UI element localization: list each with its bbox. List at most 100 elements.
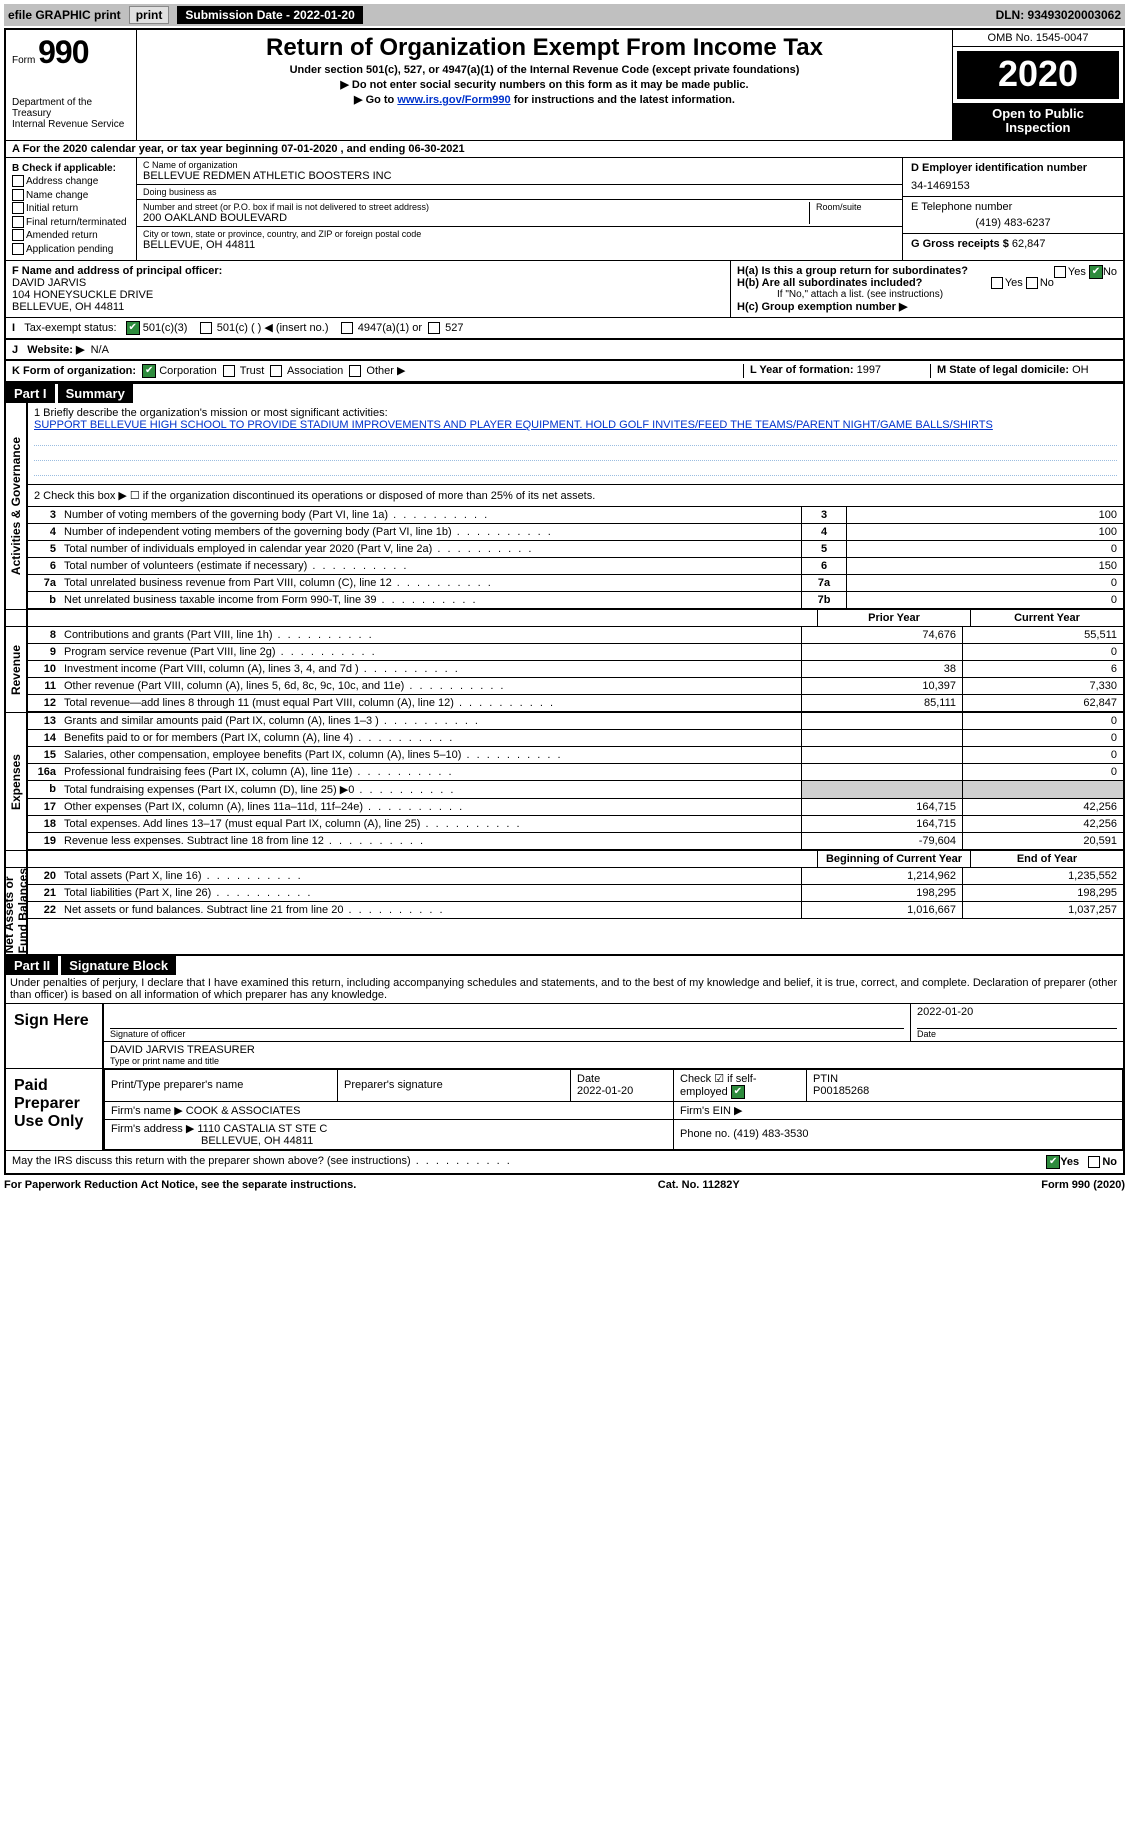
prior-value <box>801 764 962 780</box>
firm-addr2: BELLEVUE, OH 44811 <box>111 1135 313 1147</box>
current-value: 0 <box>962 713 1123 729</box>
current-value: 0 <box>962 747 1123 763</box>
subtitle-1: Under section 501(c), 527, or 4947(a)(1)… <box>141 64 948 76</box>
ha-yes-checkbox[interactable] <box>1054 266 1066 278</box>
firm-phone: (419) 483-3530 <box>733 1128 808 1140</box>
prep-self-emp[interactable]: Check ☑ if self-employed ✔ <box>674 1069 807 1101</box>
row-num: b <box>28 592 60 608</box>
tax-year: 2020 <box>953 47 1123 103</box>
discuss-yes-checkbox[interactable]: ✔ <box>1046 1155 1060 1169</box>
current-value: 198,295 <box>962 885 1123 901</box>
line-j-website: J Website: ▶ N/A <box>6 339 1123 360</box>
paid-preparer-label: Paid Preparer Use Only <box>6 1069 102 1150</box>
k-assoc-checkbox[interactable] <box>270 365 282 377</box>
form-title: Return of Organization Exempt From Incom… <box>141 34 948 62</box>
table-row: 10Investment income (Part VIII, column (… <box>28 661 1123 678</box>
open-to-public: Open to Public Inspection <box>953 103 1123 140</box>
row-text: Other expenses (Part IX, column (A), lin… <box>60 799 801 815</box>
row-text: Number of voting members of the governin… <box>60 507 801 523</box>
f-officer: F Name and address of principal officer:… <box>6 261 731 317</box>
current-value: 1,037,257 <box>962 902 1123 918</box>
i-501c-checkbox[interactable] <box>200 322 212 334</box>
signature-of-officer-label: Signature of officer <box>110 1029 904 1039</box>
row-ref: 7a <box>801 575 846 591</box>
page-footer: For Paperwork Reduction Act Notice, see … <box>4 1175 1125 1191</box>
table-row: bTotal fundraising expenses (Part IX, co… <box>28 781 1123 799</box>
k-corp-checkbox[interactable]: ✔ <box>142 364 156 378</box>
m-state-value: OH <box>1072 364 1089 376</box>
expenses-group: Expenses 13Grants and similar amounts pa… <box>6 712 1123 850</box>
c-addr-label: Number and street (or P.O. box if mail i… <box>143 202 803 212</box>
k-trust-checkbox[interactable] <box>223 365 235 377</box>
chk-amended-return[interactable]: Amended return <box>12 229 130 243</box>
d-ein-value: 34-1469153 <box>911 180 1115 192</box>
e-phone-label: E Telephone number <box>911 201 1115 213</box>
row-num: 5 <box>28 541 60 557</box>
table-row: 16aProfessional fundraising fees (Part I… <box>28 764 1123 781</box>
chk-application-pending[interactable]: Application pending <box>12 243 130 257</box>
f-addr1: 104 HONEYSUCKLE DRIVE <box>12 289 724 301</box>
table-row: 15Salaries, other compensation, employee… <box>28 747 1123 764</box>
discuss-no-checkbox[interactable] <box>1088 1156 1100 1168</box>
ha-no-checkbox[interactable]: ✔ <box>1089 265 1103 279</box>
table-row: 20Total assets (Part X, line 16)1,214,96… <box>28 868 1123 885</box>
gov-row: 5Total number of individuals employed in… <box>28 541 1123 558</box>
d-ein-label: D Employer identification number <box>911 162 1115 174</box>
row-num: b <box>28 781 60 798</box>
chk-final-return[interactable]: Final return/terminated <box>12 216 130 230</box>
hc-row: H(c) Group exemption number ▶ <box>737 300 1117 313</box>
chk-name-change[interactable]: Name change <box>12 189 130 203</box>
hb-no-checkbox[interactable] <box>1026 277 1038 289</box>
row-text: Total expenses. Add lines 13–17 (must eq… <box>60 816 801 832</box>
officer-name-print-label: Type or print name and title <box>110 1056 1117 1066</box>
prep-name-hdr: Print/Type preparer's name <box>105 1069 338 1101</box>
side-activities-governance: Activities & Governance <box>6 403 28 609</box>
row-value: 150 <box>846 558 1123 574</box>
print-button[interactable]: print <box>129 6 170 24</box>
net-assets-group: Net Assets or Fund Balances 20Total asse… <box>6 868 1123 953</box>
prior-value: 164,715 <box>801 799 962 815</box>
gov-row: 3Number of voting members of the governi… <box>28 507 1123 524</box>
mission-label: 1 Briefly describe the organization's mi… <box>34 407 1117 419</box>
mission-text[interactable]: SUPPORT BELLEVUE HIGH SCHOOL TO PROVIDE … <box>34 419 1117 431</box>
i-501c3-checkbox[interactable]: ✔ <box>126 321 140 335</box>
dotted-line <box>34 465 1117 476</box>
row-value: 0 <box>846 592 1123 608</box>
k-other-checkbox[interactable] <box>349 365 361 377</box>
i-527-checkbox[interactable] <box>428 322 440 334</box>
f-addr2: BELLEVUE, OH 44811 <box>12 301 724 313</box>
part-i-label: Part I <box>6 384 55 403</box>
footer-mid: Cat. No. 11282Y <box>658 1179 740 1191</box>
col-c-mid: C Name of organization BELLEVUE REDMEN A… <box>137 158 902 261</box>
table-row: 19Revenue less expenses. Subtract line 1… <box>28 833 1123 850</box>
part-ii-title: Signature Block <box>61 956 176 975</box>
form-word: Form <box>12 55 35 66</box>
sign-here-label: Sign Here <box>6 1004 102 1068</box>
c-city-value: BELLEVUE, OH 44811 <box>143 239 896 251</box>
line-i-tax-exempt: I Tax-exempt status: ✔ 501(c)(3) 501(c) … <box>6 317 1123 339</box>
table-row: 11Other revenue (Part VIII, column (A), … <box>28 678 1123 695</box>
col-b-checkboxes: B Check if applicable: Address change Na… <box>6 158 137 261</box>
row-num: 9 <box>28 644 60 660</box>
dept-treasury: Department of the Treasury Internal Reve… <box>12 97 130 130</box>
e-phone-value: (419) 483-6237 <box>911 217 1115 229</box>
header-right: OMB No. 1545-0047 2020 Open to Public In… <box>952 30 1123 140</box>
hb-yes-checkbox[interactable] <box>991 277 1003 289</box>
row-text: Total number of volunteers (estimate if … <box>60 558 801 574</box>
gov-row: bNet unrelated business taxable income f… <box>28 592 1123 609</box>
row-ref: 6 <box>801 558 846 574</box>
gov-row: 7aTotal unrelated business revenue from … <box>28 575 1123 592</box>
table-row: 9Program service revenue (Part VIII, lin… <box>28 644 1123 661</box>
row-num: 7a <box>28 575 60 591</box>
row-ref: 3 <box>801 507 846 523</box>
row-text: Net unrelated business taxable income fr… <box>60 592 801 608</box>
chk-initial-return[interactable]: Initial return <box>12 202 130 216</box>
row-num: 13 <box>28 713 60 729</box>
l-year-value: 1997 <box>857 364 881 376</box>
current-value: 62,847 <box>962 695 1123 711</box>
irs-link[interactable]: www.irs.gov/Form990 <box>397 94 510 106</box>
chk-address-change[interactable]: Address change <box>12 175 130 189</box>
table-row: 13Grants and similar amounts paid (Part … <box>28 713 1123 730</box>
row-text: Professional fundraising fees (Part IX, … <box>60 764 801 780</box>
i-4947-checkbox[interactable] <box>341 322 353 334</box>
